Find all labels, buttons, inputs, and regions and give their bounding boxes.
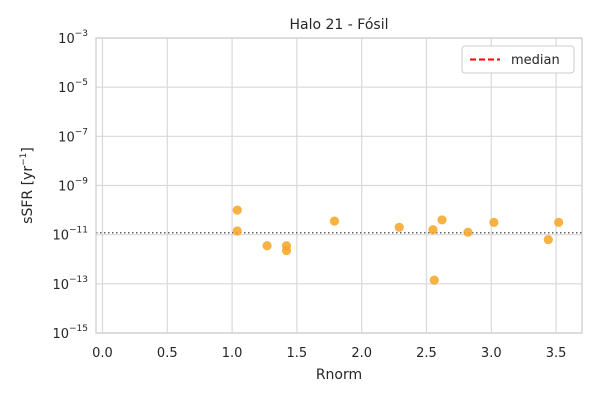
y-tick-label: 10−7 xyxy=(58,127,88,145)
data-point xyxy=(281,246,292,256)
legend-median-label: median xyxy=(511,53,560,68)
y-tick-label: 10−9 xyxy=(58,177,88,195)
data-point xyxy=(489,217,499,227)
x-tick-label: 1.5 xyxy=(287,346,308,361)
data-point xyxy=(437,215,447,225)
x-tick-label: 2.0 xyxy=(351,346,372,361)
y-axis-label-exponent: −1 xyxy=(19,153,29,166)
y-tick-label: 10−5 xyxy=(58,78,88,96)
y-tick-label: 10−15 xyxy=(52,324,88,342)
legend: median xyxy=(461,45,575,74)
y-axis-label-main: sSFR [yr xyxy=(20,166,36,224)
chart-title: Halo 21 - Fósil xyxy=(290,17,389,33)
x-tick-label: 0.0 xyxy=(92,346,113,361)
y-tick-labels: 10−3 10−5 10−7 10−9 10−11 10−13 10−15 xyxy=(52,29,88,342)
grid-lines xyxy=(96,37,582,334)
y-tick-label: 10−13 xyxy=(52,275,88,293)
x-tick-label: 3.5 xyxy=(546,346,567,361)
data-point xyxy=(232,226,242,236)
data-point xyxy=(394,222,404,232)
data-point xyxy=(429,275,439,285)
data-point xyxy=(543,234,553,245)
plot-frame xyxy=(95,37,583,334)
data-point xyxy=(329,216,340,226)
legend-box xyxy=(461,45,575,74)
y-tick-label: 10−3 xyxy=(58,29,88,47)
y-tick-label: 10−11 xyxy=(52,226,88,244)
x-tick-label: 2.5 xyxy=(416,346,437,361)
data-point xyxy=(463,227,473,237)
x-tick-label: 0.5 xyxy=(157,346,178,361)
y-axis-label: sSFR [yr−1] xyxy=(19,147,36,224)
data-points xyxy=(232,205,564,285)
x-tick-labels: 0.0 0.5 1.0 1.5 2.0 2.5 3.0 3.5 xyxy=(92,346,566,361)
x-tick-label: 3.0 xyxy=(481,346,502,361)
y-axis-label-end: ] xyxy=(20,147,36,152)
data-point xyxy=(554,217,564,227)
data-point xyxy=(428,225,438,235)
data-point xyxy=(232,205,242,215)
x-tick-label: 1.0 xyxy=(222,346,243,361)
data-point xyxy=(262,241,272,251)
x-axis-label: Rnorm xyxy=(316,367,362,383)
